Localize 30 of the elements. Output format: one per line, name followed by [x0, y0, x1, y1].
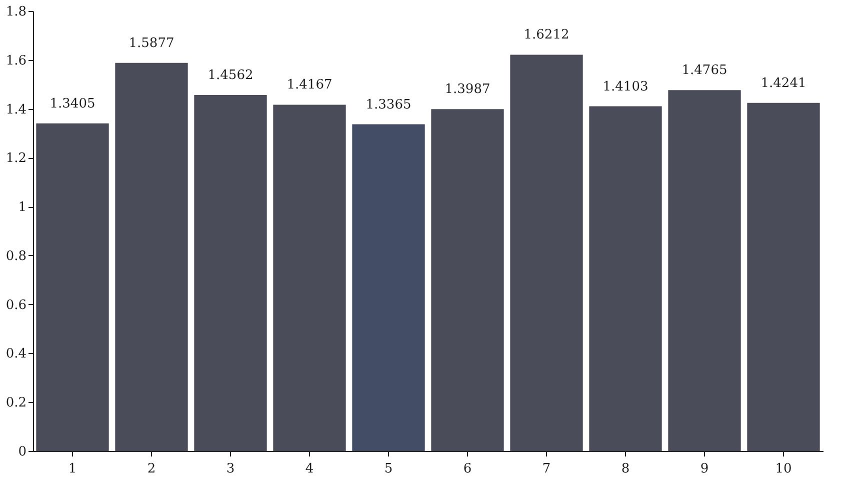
y-tick-label: 1.4	[6, 102, 26, 118]
y-tick-label: 1.6	[6, 53, 26, 68]
y-tick-label: 0.8	[6, 248, 26, 264]
data-label: 1.3405	[50, 96, 96, 112]
data-label: 1.4103	[602, 79, 648, 94]
x-tick-label: 3	[226, 462, 235, 476]
data-label: 1.4241	[760, 76, 806, 91]
data-label: 1.6212	[524, 28, 570, 43]
y-tick-label: 0.6	[6, 298, 26, 313]
y-tick-label: 1	[18, 200, 26, 216]
x-tick-label: 1	[68, 462, 77, 476]
data-label: 1.3987	[444, 82, 490, 98]
y-tick-label: 1.8	[6, 4, 26, 20]
y-tick-label: 1.2	[6, 151, 26, 166]
data-label: 1.4562	[208, 68, 254, 84]
y-tick-label: 0.2	[6, 396, 26, 411]
x-tick-label: 10	[775, 462, 792, 476]
x-tick-label: 4	[305, 462, 314, 476]
x-tick-label: 7	[542, 462, 551, 476]
data-label: 1.3365	[366, 97, 412, 112]
data-label: 1.4167	[286, 78, 332, 93]
x-tick-label: 9	[700, 462, 709, 476]
data-label: 1.5877	[128, 36, 174, 51]
y-tick-label: 0.4	[6, 346, 26, 362]
x-tick-label: 5	[384, 462, 393, 476]
x-tick-label: 8	[621, 462, 630, 476]
y-tick-label: 0	[18, 444, 26, 460]
x-tick-label: 6	[463, 462, 472, 476]
data-label: 1.4765	[682, 63, 728, 78]
x-tick-label: 2	[147, 462, 156, 476]
